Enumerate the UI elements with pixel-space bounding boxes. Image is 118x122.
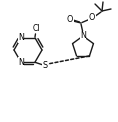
Text: N: N	[18, 33, 24, 42]
Text: S: S	[42, 61, 48, 70]
Text: Cl: Cl	[32, 24, 40, 33]
Text: N: N	[80, 31, 86, 41]
Text: N: N	[18, 58, 24, 67]
Text: O: O	[89, 14, 95, 22]
Text: O: O	[67, 15, 73, 24]
